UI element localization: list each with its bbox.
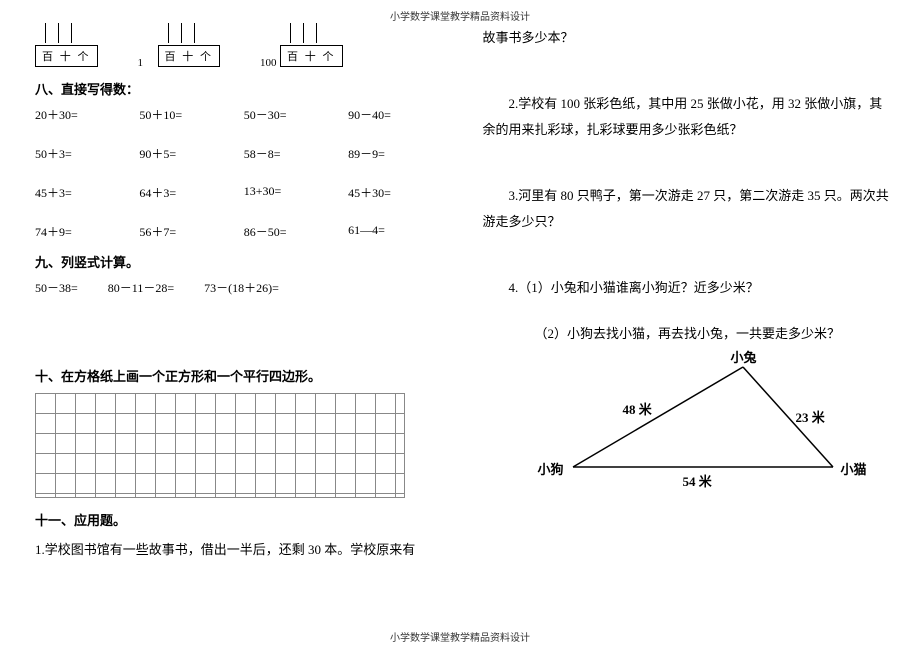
section-10-title: 十、在方格纸上画一个正方形和一个平行四边形。 — [35, 366, 443, 385]
right-column: 故事书多少本？ 2.学校有 100 张彩色纸，其中用 25 张做小花，用 32 … — [483, 15, 891, 563]
label-dog-cat-dist: 54 米 — [683, 471, 712, 490]
q1-cont: 故事书多少本？ — [483, 25, 891, 51]
arith-cell: 50＋3= — [35, 145, 129, 162]
triangle-diagram: 小兔 小狗 小猫 48 米 23 米 54 米 — [543, 357, 873, 487]
plv-box-1: 百 十 个 — [35, 23, 98, 67]
arith-cell: 90－40= — [348, 106, 442, 123]
grid-paper — [35, 393, 405, 498]
left-column: 百 十 个 1 百 十 个 100 百 十 个 八、直接写得数： 20＋30= … — [35, 15, 443, 563]
arith-cell: 45＋30= — [348, 184, 442, 201]
plv-header-3: 百 十 个 — [280, 45, 343, 67]
arith-grid: 20＋30= 50＋10= 50－30= 90－40= 50＋3= 90＋5= … — [35, 106, 443, 240]
plv-box-3: 100 百 十 个 — [280, 23, 343, 67]
plv-box-2: 1 百 十 个 — [158, 23, 221, 67]
plv-header-1: 百 十 个 — [35, 45, 98, 67]
section-8-title: 八、直接写得数： — [35, 79, 443, 98]
section-9-title: 九、列竖式计算。 — [35, 252, 443, 271]
arith-cell: 64＋3= — [139, 184, 233, 201]
arith-cell: 56＋7= — [139, 223, 233, 240]
plv-header-2: 百 十 个 — [158, 45, 221, 67]
vertical-calc-row: 50－38= 80－11－28= 73－(18＋26)= — [35, 279, 443, 296]
label-cat: 小猫 — [841, 459, 867, 478]
label-rabbit: 小兔 — [731, 347, 757, 366]
arith-cell: 50－30= — [244, 106, 338, 123]
label-rabbit-cat-dist: 23 米 — [796, 407, 825, 426]
page-footer: 小学数学课堂教学精品资料设计 — [0, 629, 920, 644]
arith-cell: 89－9= — [348, 145, 442, 162]
vert-item: 80－11－28= — [108, 279, 174, 296]
arith-cell: 50＋10= — [139, 106, 233, 123]
arith-cell: 20＋30= — [35, 106, 129, 123]
arith-cell: 13+30= — [244, 184, 338, 201]
plv-label-2: 1 — [138, 57, 144, 69]
page-header: 小学数学课堂教学精品资料设计 — [0, 8, 920, 23]
q1-line: 1.学校图书馆有一些故事书，借出一半后，还剩 30 本。学校原来有 — [35, 537, 443, 563]
q4a-line: 4.（1）小兔和小猫谁离小狗近？近多少米？ — [483, 275, 891, 301]
arith-cell: 45＋3= — [35, 184, 129, 201]
vert-item: 50－38= — [35, 279, 78, 296]
q3-line: 3.河里有 80 只鸭子，第一次游走 27 只，第二次游走 35 只。两次共游走… — [483, 183, 891, 235]
page-body: 百 十 个 1 百 十 个 100 百 十 个 八、直接写得数： 20＋30= … — [0, 0, 920, 563]
plv-label-3: 100 — [260, 57, 277, 69]
arith-cell: 58－8= — [244, 145, 338, 162]
vert-item: 73－(18＋26)= — [204, 279, 279, 296]
q4b-line: （2）小狗去找小猫，再去找小兔，一共要走多少米？ — [483, 321, 891, 347]
label-dog-rabbit-dist: 48 米 — [623, 399, 652, 418]
arith-cell: 90＋5= — [139, 145, 233, 162]
arith-cell: 86－50= — [244, 223, 338, 240]
section-11-title: 十一、应用题。 — [35, 510, 443, 529]
edge-dog-rabbit — [573, 367, 743, 467]
arith-cell: 61―4= — [348, 223, 442, 240]
arith-cell: 74＋9= — [35, 223, 129, 240]
q2-line: 2.学校有 100 张彩色纸，其中用 25 张做小花，用 32 张做小旗，其余的… — [483, 91, 891, 143]
label-dog: 小狗 — [538, 459, 564, 478]
